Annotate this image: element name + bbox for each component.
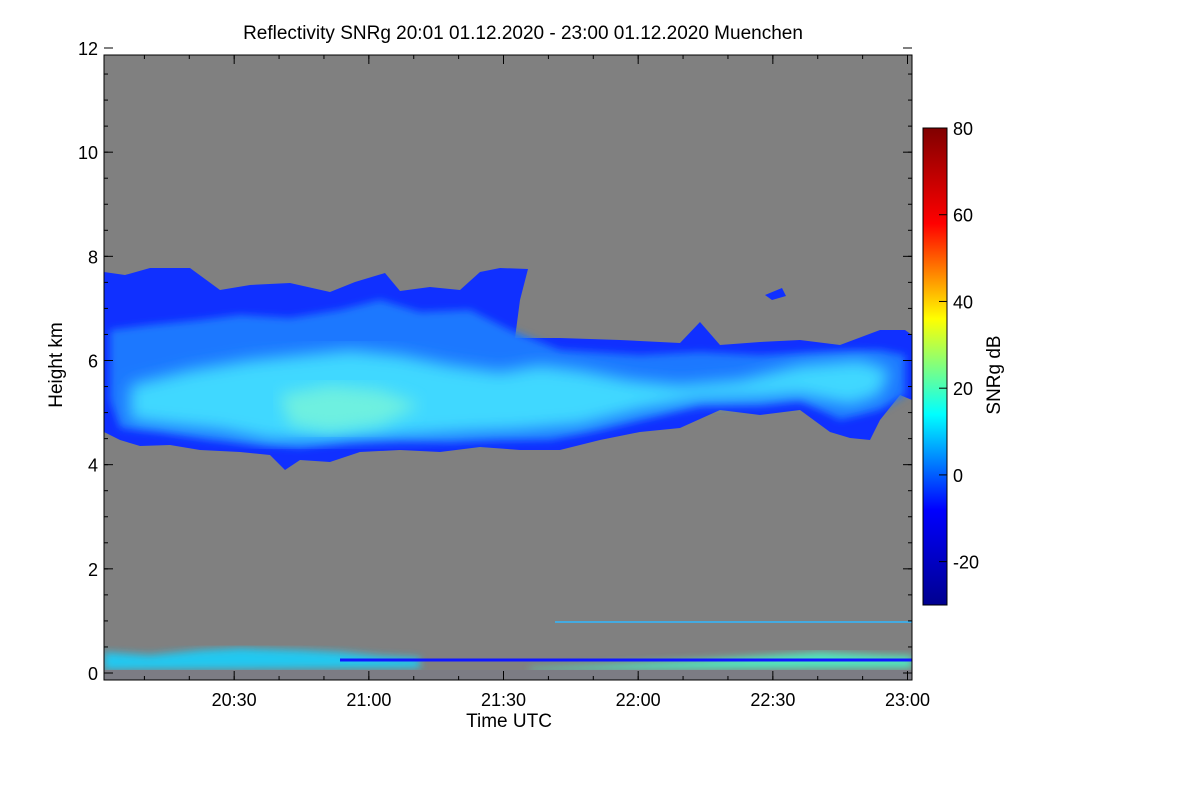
colorbar-tick-label: 80: [953, 119, 973, 139]
x-tick-label: 21:00: [346, 690, 391, 710]
y-tick-label: 2: [88, 560, 98, 580]
x-axis-label: Time UTC: [466, 711, 552, 732]
y-tick-label: 6: [88, 352, 98, 372]
colorbar-tick-label: -20: [953, 553, 979, 573]
boundary-echo-early: [104, 648, 420, 670]
colorbar-tick-label: 60: [953, 206, 973, 226]
colorbar-label: SNRg dB: [984, 335, 1005, 414]
x-tick-label: 22:30: [750, 690, 795, 710]
y-axis-label: Height km: [46, 322, 67, 408]
x-tick-label: 22:00: [616, 690, 661, 710]
colorbar-tick-label: 0: [953, 466, 963, 486]
x-tick-label: 23:00: [885, 690, 930, 710]
plot-frame: [103, 54, 913, 681]
chart-title: Reflectivity SNRg 20:01 01.12.2020 - 23:…: [243, 23, 803, 44]
x-tick-label: 21:30: [481, 690, 526, 710]
x-tick-label: 20:30: [212, 690, 257, 710]
colorbar-gradient: [922, 127, 948, 606]
y-tick-label: 4: [88, 456, 98, 476]
ground-strip: [104, 670, 912, 680]
y-tick-label: 0: [88, 664, 98, 684]
colorbar: -20 0 20 40 60 80 SNRg dB: [922, 119, 1005, 606]
y-tick-label: 12: [78, 39, 98, 59]
cloud-layer-peak: [280, 385, 420, 432]
plot-area: [103, 54, 913, 681]
y-axis: 0 2 4 6 8 10 12: [78, 39, 912, 684]
colorbar-ticks: -20 0 20 40 60 80: [939, 119, 979, 573]
echo-layer: [104, 268, 912, 680]
cloud-isolated-cell: [765, 288, 786, 300]
x-axis: 20:30 21:00 21:30 22:00 22:30 23:00: [143, 55, 930, 710]
y-tick-label: 8: [88, 247, 98, 267]
y-tick-label: 10: [78, 143, 98, 163]
colorbar-tick-label: 40: [953, 292, 973, 312]
colorbar-tick-label: 20: [953, 379, 973, 399]
